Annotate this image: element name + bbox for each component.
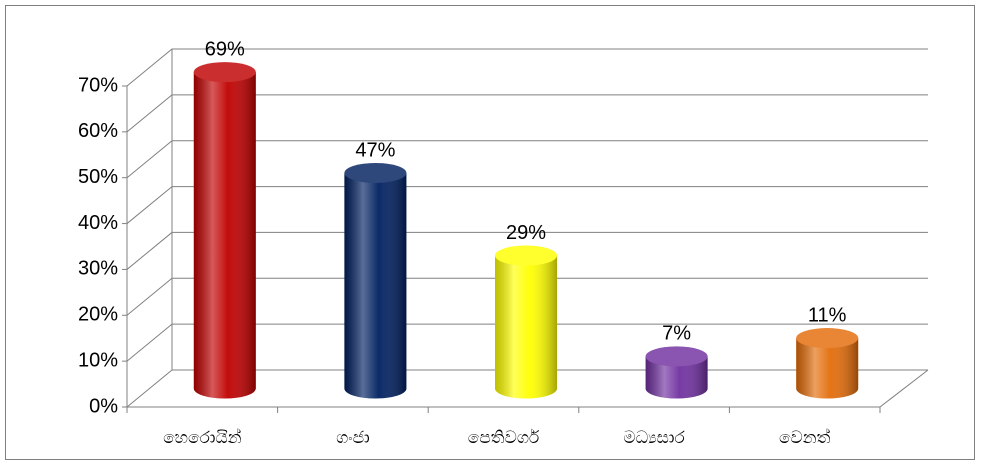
cylinder-top: [645, 346, 708, 367]
grid-line: [126, 94, 928, 133]
y-tick-label: 20%: [78, 304, 118, 326]
cylinder-shine: [495, 255, 557, 399]
y-tick-label: 50%: [78, 166, 118, 188]
cylinder-top: [796, 328, 859, 349]
y-tick-label: 60%: [78, 120, 118, 142]
value-label: 11%: [808, 304, 847, 326]
y-tick-label: 30%: [78, 258, 118, 280]
y-tick-label: 0%: [89, 395, 118, 417]
x-tick-label: මධ්‍යසාර: [623, 428, 685, 448]
grid-line: [126, 323, 928, 362]
cylinder-top-shade: [495, 245, 557, 266]
cylinder-top: [344, 162, 407, 183]
x-tick-label: ගංජා: [336, 428, 370, 448]
cylinder-shine: [645, 356, 708, 399]
cylinder-top: [495, 245, 557, 266]
grid-line: [126, 186, 928, 224]
x-tick-label: හෙරොයින්: [163, 428, 242, 448]
value-label: 7%: [662, 323, 691, 345]
cylinder-shine: [796, 338, 859, 399]
bar: [193, 62, 256, 399]
bar: [645, 346, 708, 399]
x-tick-label: පෙතිවර්ග: [468, 428, 540, 448]
value-label: 47%: [355, 139, 395, 161]
value-label: 29%: [506, 222, 546, 244]
cylinder-top-shade: [344, 162, 407, 183]
grid-line: [126, 48, 928, 87]
cylinder-top: [193, 62, 256, 83]
cylinder-shine: [344, 172, 407, 399]
x-tick-label: වෙනත්: [779, 428, 831, 448]
grid-line: [126, 140, 928, 179]
grid-line: [126, 277, 928, 316]
bar: [344, 162, 407, 399]
y-tick-label: 70%: [78, 74, 118, 96]
cylinder-top-shade: [796, 328, 859, 349]
cylinder-top-shade: [645, 346, 708, 367]
cylinder-top-shade: [193, 62, 256, 83]
bar: [495, 245, 557, 399]
cylinder-shine: [193, 72, 256, 399]
grid-line: [126, 231, 928, 270]
y-tick-label: 10%: [78, 349, 118, 371]
bar: [796, 328, 859, 399]
value-label: 69%: [205, 38, 245, 60]
y-tick-label: 40%: [78, 212, 118, 234]
